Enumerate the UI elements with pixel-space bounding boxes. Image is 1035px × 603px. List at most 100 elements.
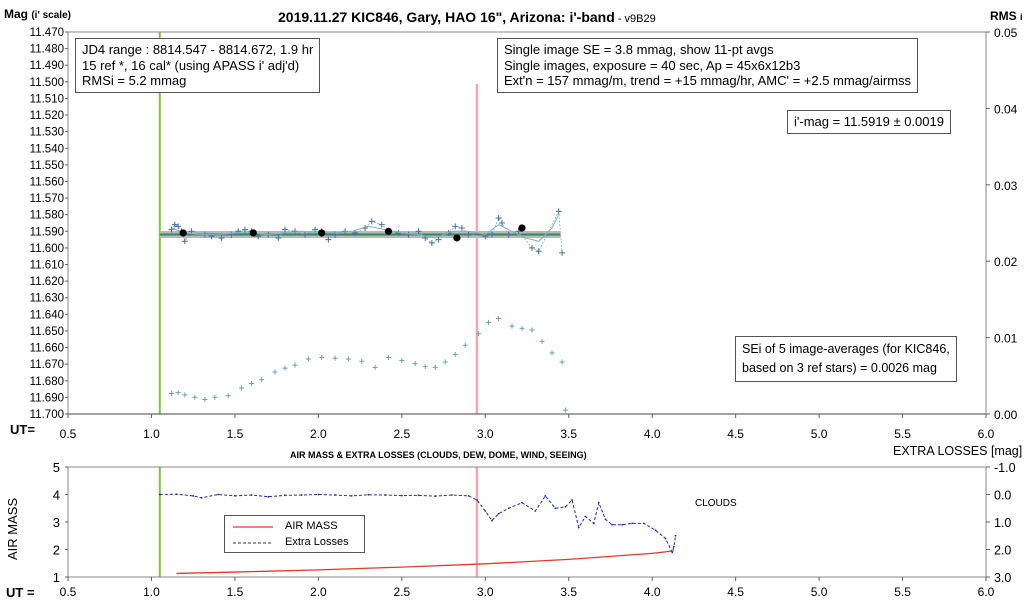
- observation-point: [171, 221, 178, 228]
- extra-losses-point: [611, 523, 614, 526]
- rms-point: [496, 316, 502, 321]
- extra-losses-point: [267, 495, 270, 498]
- lower-x-tick-label: 1.5: [227, 585, 244, 599]
- y-tick-label: 11.690: [30, 392, 64, 404]
- lower-x-tick-label: 3.5: [560, 585, 577, 599]
- extra-losses-point: [497, 512, 500, 515]
- extra-losses-point: [317, 493, 320, 496]
- extra-losses-point: [671, 551, 674, 554]
- y-tick-label: 11.640: [30, 309, 64, 321]
- observation-point: [535, 248, 542, 255]
- rms-point: [345, 356, 351, 362]
- y-tick-label: 11.530: [30, 127, 64, 139]
- lower-x-tick-label: 0.5: [60, 585, 77, 599]
- extra-losses-point: [250, 494, 253, 496]
- y-tick-label: 11.600: [30, 243, 64, 255]
- extra-losses-point: [521, 501, 523, 504]
- x-tick-label: 3.0: [477, 427, 494, 441]
- lower-y-tick-label: 1: [53, 570, 60, 585]
- observation-point: [498, 220, 505, 226]
- rms-point: [452, 351, 458, 357]
- lower-x-tick-label: 6.0: [978, 585, 995, 599]
- observation-point: [175, 223, 182, 230]
- rms-point: [175, 390, 181, 396]
- observation-point: [435, 236, 442, 243]
- lower-x-tick-label: 4.5: [727, 585, 744, 599]
- y2-tick-label: 0.02: [994, 255, 1018, 269]
- extra-losses-point: [417, 494, 420, 497]
- y-tick-label: 11.700: [30, 409, 64, 421]
- extra-losses-point: [350, 494, 353, 497]
- x-tick-label: 2.0: [310, 427, 327, 441]
- version-label: - v9B29: [617, 13, 656, 25]
- rms-point: [462, 342, 468, 348]
- extra-losses-point: [577, 526, 580, 529]
- observation-point: [368, 218, 375, 225]
- y2-tick-label: 0.05: [994, 26, 1018, 40]
- y-tick-label: 11.570: [30, 193, 64, 205]
- y-tick-label: 11.550: [30, 160, 64, 172]
- observation-point: [428, 239, 435, 246]
- observation-point: [495, 215, 502, 222]
- rms-point: [259, 377, 265, 383]
- lower-y-tick-label: 2: [53, 543, 60, 558]
- extra-losses-point: [434, 495, 437, 498]
- observation-point: [218, 234, 225, 241]
- extra-losses-point: [672, 545, 675, 548]
- binned-average-point: [453, 234, 461, 242]
- rms-point: [202, 396, 208, 402]
- lower-right-axis-title: EXTRA LOSSES [mag]: [893, 444, 1023, 458]
- extra-losses-point: [554, 507, 557, 510]
- observation-point: [302, 231, 309, 238]
- extra-losses-point: [476, 499, 478, 501]
- rms-point: [412, 361, 418, 367]
- extra-losses-point: [674, 534, 677, 537]
- extra-losses-point: [584, 515, 587, 518]
- lower-x-tick-label: 5.5: [894, 585, 911, 599]
- extra-losses-point: [571, 499, 573, 501]
- extra-losses-point: [604, 518, 607, 521]
- rms-point: [509, 323, 515, 329]
- rms-point: [476, 331, 482, 337]
- y-tick-label: 11.470: [30, 27, 64, 39]
- y-tick-label: 11.580: [30, 210, 64, 222]
- observation-point: [168, 226, 175, 233]
- rms-point: [319, 354, 325, 360]
- lower-x-tick-label: 5.0: [811, 585, 828, 599]
- rms-point: [359, 358, 365, 364]
- extra-losses-point: [158, 493, 161, 496]
- airmass-line: [176, 550, 674, 575]
- observation-point: [529, 244, 536, 251]
- lower-x-tick-label: 2.5: [393, 585, 410, 599]
- y-tick-label: 11.630: [30, 293, 64, 305]
- binned-average-point: [384, 227, 393, 235]
- x-tick-label: 4.5: [727, 427, 744, 441]
- legend-airmass-label: AIR MASS: [285, 520, 338, 532]
- rms-point: [292, 362, 298, 368]
- y-tick-label: 11.540: [30, 143, 64, 155]
- y-tick-label: 11.650: [30, 326, 64, 338]
- extra-losses-point: [654, 529, 657, 532]
- extra-losses-point: [334, 494, 336, 496]
- extra-losses-point: [491, 519, 493, 522]
- y-tick-label: 11.670: [30, 359, 64, 371]
- y-tick-label: 11.510: [30, 93, 64, 105]
- legend: AIR MASS Extra Losses: [224, 515, 365, 553]
- x-tick-label: 0.5: [60, 427, 77, 441]
- sei-note-box: SEi of 5 image-averages (for KIC846, bas…: [735, 336, 957, 382]
- lower-y2-tick-label: 2.0: [994, 544, 1011, 558]
- y-tick-label: 11.490: [30, 60, 64, 72]
- observation-point: [228, 231, 235, 238]
- lower-left-axis-title: AIR MASS: [5, 497, 20, 560]
- rms-point: [192, 394, 198, 400]
- y-tick-label: 11.520: [30, 110, 64, 122]
- rms-point: [239, 385, 245, 391]
- bottom-plot-frame: [67, 466, 987, 578]
- lower-y2-tick-label: -1.0: [994, 461, 1016, 475]
- x-tick-label: 5.0: [811, 427, 828, 441]
- y-tick-label: 11.680: [30, 376, 64, 388]
- rms-point: [539, 338, 545, 344]
- extra-losses-point: [217, 493, 220, 496]
- observation-point: [275, 234, 282, 241]
